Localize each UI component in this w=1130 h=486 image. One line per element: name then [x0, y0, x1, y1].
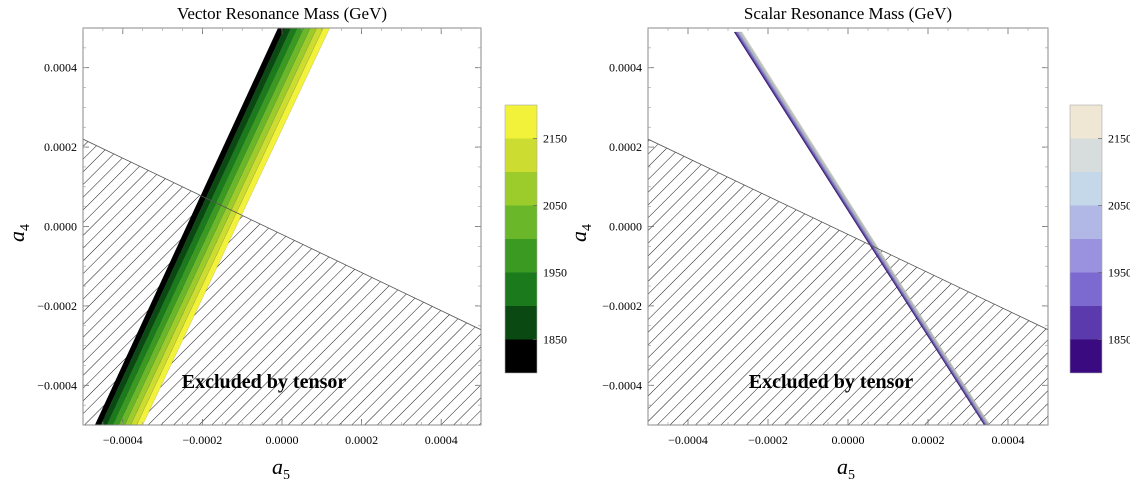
colorbar-swatch-1850 [1070, 306, 1102, 340]
colorbar-swatch-2050 [505, 172, 537, 206]
x-tick-label: −0.0002 [748, 433, 788, 447]
scalar-contour-band [733, 31, 991, 425]
colorbar-tick-label: 2050 [1108, 199, 1130, 213]
colorbar-swatch-1950 [1070, 239, 1102, 273]
vector-title: Vector Resonance Mass (GeV) [177, 4, 387, 23]
colorbar-swatch-1800 [1070, 339, 1102, 373]
colorbar-tick-label: 1950 [1108, 266, 1130, 280]
contour-level-1850 [100, 28, 292, 425]
x-tick-label: 0.0004 [425, 433, 458, 447]
scalar-y-axis-label: a4 [566, 224, 595, 242]
contour-level-1900 [106, 28, 298, 425]
colorbar-tick-label: 1850 [543, 333, 567, 347]
y-tick-label: 0.0002 [609, 140, 642, 154]
vector-colorbar: 1850 1950 2050 2150 [504, 104, 567, 374]
excluded-region-scalar [648, 139, 1048, 425]
colorbar-swatch-1950 [505, 239, 537, 273]
colorbar-swatch-2100 [1070, 138, 1102, 172]
vector-y-axis-label: a4 [4, 224, 33, 242]
x-tick-label: −0.0004 [103, 433, 143, 447]
colorbar-swatch-1800 [505, 339, 537, 373]
x-tick-label: −0.0002 [183, 433, 223, 447]
colorbar-swatch-2100 [505, 138, 537, 172]
colorbar-swatch-1900 [1070, 272, 1102, 306]
y-tick-label: 0.0000 [609, 220, 642, 234]
scalar-x-axis-label: a5 [837, 454, 855, 483]
scalar-excluded-label: Excluded by tensor [749, 371, 914, 393]
contour-level-1800 [94, 28, 285, 425]
vector-x-axis-label: a5 [272, 454, 290, 483]
contour-level-2050 [124, 28, 318, 425]
scalar-title: Scalar Resonance Mass (GeV) [744, 4, 952, 23]
x-tick-label: 0.0004 [992, 433, 1025, 447]
exclusion-boundary-line [648, 138, 1048, 331]
contour-level-2000 [118, 28, 311, 425]
colorbar-frame [504, 104, 538, 374]
colorbar-swatch-2150 [505, 105, 537, 139]
y-tick-label: −0.0004 [602, 378, 642, 392]
y-tick-label: −0.0002 [37, 299, 77, 313]
x-tick-label: 0.0000 [832, 433, 865, 447]
colorbar-swatch-1900 [505, 272, 537, 306]
y-tick-label: 0.0002 [44, 140, 77, 154]
colorbar-tick-label: 1950 [543, 266, 567, 280]
contour-level-1950 [112, 28, 305, 425]
y-tick-label: 0.0000 [44, 220, 77, 234]
scalar-axis-ticks: −0.0004 −0.0002 0.0000 0.0002 0.0004 0.0004 0.… [602, 27, 1049, 447]
colorbar-frame [1069, 104, 1103, 374]
excluded-region-vector [83, 139, 481, 425]
vector-contour-band [94, 28, 330, 425]
colorbar-swatch-2000 [505, 205, 537, 239]
exclusion-boundary-line [83, 138, 481, 331]
vector-axis-ticks: −0.0004 −0.0002 0.0000 0.0002 0.0004 0.0004 0.… [37, 27, 482, 447]
y-tick-label: −0.0002 [602, 299, 642, 313]
x-tick-label: 0.0002 [912, 433, 945, 447]
contour-level-2100 [130, 28, 324, 425]
y-tick-label: 0.0004 [609, 61, 642, 75]
x-tick-label: 0.0002 [345, 433, 378, 447]
scalar-colorbar: 1850 1950 2050 2150 [1069, 104, 1130, 374]
colorbar-tick-label: 1850 [1108, 333, 1130, 347]
scalar-panel: Scalar Resonance Mass (GeV) −0.0004 −0.00… [566, 4, 1130, 483]
colorbar-swatch-1850 [505, 306, 537, 340]
vector-panel: Vector Resonance Mass (GeV) −0.0004 −0.00… [4, 4, 567, 483]
colorbar-swatch-2050 [1070, 172, 1102, 206]
colorbar-tick-label: 2050 [543, 199, 567, 213]
colorbar-swatch-2150 [1070, 105, 1102, 139]
colorbar-tick-label: 2150 [543, 132, 567, 146]
y-tick-label: 0.0004 [44, 61, 77, 75]
colorbar-swatch-2000 [1070, 205, 1102, 239]
y-tick-label: −0.0004 [37, 378, 77, 392]
contour-level-2150 [740, 31, 991, 425]
colorbar-tick-label: 2150 [1108, 132, 1130, 146]
vector-excluded-label: Excluded by tensor [182, 371, 347, 393]
x-tick-label: 0.0000 [266, 433, 299, 447]
x-tick-label: −0.0004 [668, 433, 708, 447]
contour-level-2150 [136, 28, 330, 425]
